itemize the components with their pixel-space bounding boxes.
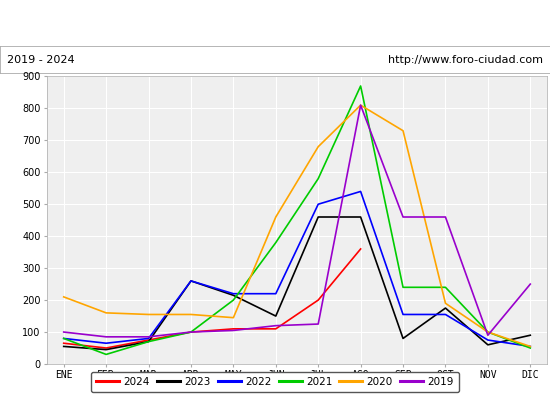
Text: 2019 - 2024: 2019 - 2024	[7, 55, 74, 65]
Text: Evolucion Nº Turistas Nacionales en el municipio de Matanza: Evolucion Nº Turistas Nacionales en el m…	[52, 16, 498, 30]
Text: http://www.foro-ciudad.com: http://www.foro-ciudad.com	[388, 55, 543, 65]
Legend: 2024, 2023, 2022, 2021, 2020, 2019: 2024, 2023, 2022, 2021, 2020, 2019	[91, 372, 459, 392]
